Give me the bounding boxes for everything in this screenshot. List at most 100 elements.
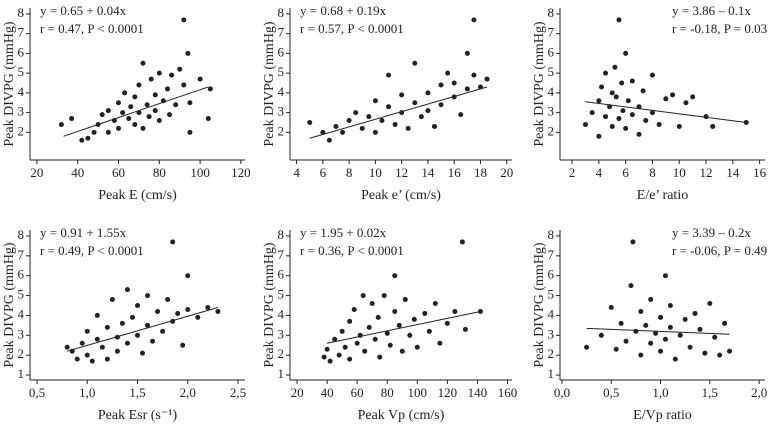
point — [156, 70, 162, 76]
point — [156, 118, 162, 124]
point — [452, 308, 458, 314]
point — [205, 304, 211, 310]
point — [638, 352, 644, 358]
x-tick-label: 14 — [726, 165, 740, 180]
annotation: y = 3.86 – 0.1x — [672, 3, 751, 18]
point — [625, 98, 631, 104]
point — [384, 330, 390, 336]
point — [152, 92, 158, 98]
x-axis-title: Peak Vp (cm/s) — [358, 408, 445, 423]
point — [616, 116, 622, 122]
point — [155, 308, 161, 314]
x-tick-label: 2,5 — [230, 385, 246, 400]
point — [418, 114, 424, 120]
x-tick-label: 6 — [622, 165, 629, 180]
point — [173, 102, 179, 108]
x-tick-label: 8 — [346, 165, 353, 180]
y-tick-label: 1 — [18, 366, 25, 381]
point — [215, 308, 221, 314]
y-tick-label: 5 — [18, 287, 25, 302]
point — [683, 100, 689, 106]
point — [584, 344, 590, 350]
point — [670, 92, 676, 98]
point — [180, 342, 186, 348]
annotation: r = 0.57, P < 0.0001 — [300, 21, 404, 36]
y-tick-label: 4 — [548, 84, 555, 99]
point — [623, 50, 629, 56]
point — [152, 108, 158, 114]
y-tick-label: 4 — [278, 84, 285, 99]
point — [346, 118, 352, 124]
x-axis-title: E/e’ ratio — [637, 188, 688, 203]
x-tick-label: 0,5 — [29, 385, 45, 400]
point — [396, 322, 402, 328]
x-tick-label: 2,0 — [180, 385, 196, 400]
point — [120, 110, 126, 116]
annotation: y = 3.39 – 0.2x — [672, 225, 751, 240]
x-tick-label: 20 — [291, 385, 304, 400]
point — [690, 94, 696, 100]
point — [471, 17, 477, 23]
point — [145, 322, 151, 328]
annotation: y = 0.91 + 1.55x — [40, 225, 127, 240]
y-tick-label: 2 — [18, 346, 25, 361]
x-tick-label: 12 — [395, 165, 408, 180]
point — [116, 100, 122, 106]
y-tick-label: 5 — [278, 64, 285, 79]
y-tick-label: 2 — [548, 123, 555, 138]
y-tick-label: 5 — [18, 64, 25, 79]
point — [392, 308, 398, 314]
point — [104, 324, 110, 330]
point — [613, 346, 619, 352]
y-tick-label: 3 — [548, 326, 555, 341]
point — [84, 352, 90, 358]
point — [727, 348, 733, 354]
y-tick-label: 6 — [18, 267, 25, 282]
point — [603, 114, 609, 120]
point — [122, 90, 128, 96]
point — [672, 356, 678, 362]
point — [643, 322, 649, 328]
y-tick-label: 4 — [18, 306, 25, 321]
point — [386, 104, 392, 110]
y-tick-label: 7 — [18, 25, 25, 40]
point — [181, 17, 187, 23]
y-tick-label: 4 — [278, 306, 285, 321]
y-tick-label: 6 — [278, 44, 285, 59]
x-tick-label: 40 — [321, 385, 334, 400]
point — [164, 86, 170, 92]
point — [146, 114, 152, 120]
x-axis-title: Peak E (cm/s) — [98, 188, 177, 203]
x-tick-label: 80 — [381, 385, 394, 400]
point — [124, 287, 130, 293]
point — [326, 137, 332, 143]
point — [432, 301, 438, 307]
point — [667, 324, 673, 330]
x-tick-label: 60 — [112, 165, 125, 180]
point — [351, 306, 357, 312]
y-tick-label: 7 — [548, 25, 555, 40]
x-tick-label: 1,5 — [129, 385, 145, 400]
point — [643, 118, 649, 124]
y-tick-label: 5 — [548, 287, 555, 302]
point — [169, 72, 175, 78]
point — [618, 320, 624, 326]
point — [702, 350, 708, 356]
x-tick-label: 20 — [500, 165, 513, 180]
point — [369, 301, 375, 307]
point — [321, 354, 327, 360]
y-tick-label: 8 — [278, 5, 285, 20]
y-axis-title: Peak DIVPG (mmHg) — [532, 242, 547, 368]
y-tick-label: 8 — [278, 227, 285, 242]
point — [444, 320, 450, 326]
y-tick-label: 1 — [548, 366, 555, 381]
point — [407, 332, 413, 338]
point — [140, 60, 146, 66]
x-tick-label: 80 — [153, 165, 166, 180]
point — [135, 302, 140, 308]
point — [612, 64, 618, 70]
point — [340, 129, 346, 135]
point — [640, 88, 646, 94]
point — [682, 316, 688, 322]
y-tick-label: 1 — [278, 366, 285, 381]
